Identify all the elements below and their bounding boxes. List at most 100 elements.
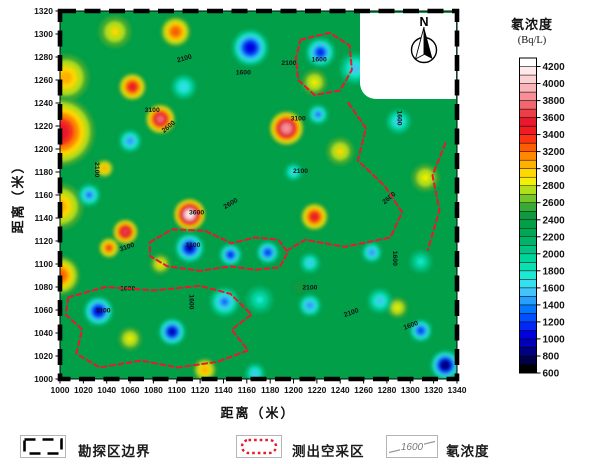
legend-swatch-box-contour: 1600 (386, 435, 438, 458)
colorbar-cell (519, 125, 537, 135)
colorbar-tick-label: 800 (543, 352, 560, 363)
colorbar-cell (519, 66, 537, 76)
contour-value-label: 2100 (293, 168, 308, 175)
contour-value-label: 2100 (176, 54, 193, 65)
x-axis-tick-label: 1260 (354, 385, 373, 395)
colorbar-cell (519, 142, 537, 152)
y-axis-tick-label: 1280 (34, 52, 53, 62)
mined-out-zone-outline (64, 284, 253, 369)
mined-out-zones-layer (64, 31, 447, 369)
contour-band (94, 307, 103, 316)
x-axis-tick-label: 1160 (238, 385, 257, 395)
y-axis-tick-label: 1240 (34, 98, 53, 108)
contour-band (394, 304, 401, 311)
contour-band (180, 83, 188, 91)
colorbar-tick-label: 1600 (543, 283, 566, 294)
colorbar-cell (519, 338, 537, 348)
contour-band (128, 83, 137, 91)
y-axis-tick-label: 1080 (34, 282, 53, 292)
contour-band (421, 173, 430, 182)
x-axis-tick-label: 1100 (168, 385, 187, 395)
colorbar-cell (519, 193, 537, 203)
x-axis-tick-label: 1240 (331, 385, 350, 395)
contour-band (106, 244, 112, 251)
contour-band (316, 48, 325, 57)
contour-band (60, 71, 73, 85)
x-axis-tick-label: 1320 (424, 385, 443, 395)
contour-band (395, 117, 403, 125)
colorbar-tick-label: 2600 (543, 198, 566, 209)
contour-band (310, 212, 319, 221)
contour-band (290, 169, 297, 175)
colorbar-tick-label: 1400 (543, 300, 566, 311)
contour-band (417, 327, 425, 334)
y-axis-tick-label: 1220 (34, 121, 53, 131)
contour-bands-layer (60, 15, 457, 379)
legend-label-contour: 氡浓度 (446, 444, 490, 459)
y-axis-tick-label: 1040 (34, 328, 53, 338)
x-axis-tick-label: 1080 (144, 385, 163, 395)
x-axis-title: 距离（米） (220, 405, 296, 421)
contour-band (315, 111, 322, 118)
contour-value-label: 1100 (186, 242, 201, 249)
y-axis-tick-label: 1020 (34, 351, 53, 361)
colorbar-tick-label: 4000 (543, 79, 566, 90)
x-axis-tick-label: 1200 (284, 385, 303, 395)
colorbar-cell (519, 100, 537, 110)
colorbar-cell (519, 313, 537, 323)
contour-value-label: 3100 (119, 242, 136, 254)
contour-value-label: 2100 (302, 284, 317, 291)
contour-band (185, 209, 195, 220)
contour-value-label: 3100 (145, 107, 160, 114)
contour-band (101, 165, 108, 172)
x-axis-tick-label: 1000 (51, 385, 70, 395)
colorbar-cell (519, 74, 537, 84)
contour-band (252, 370, 258, 377)
colorbar-tick-label: 4200 (543, 62, 566, 73)
colorbar-cell (519, 134, 537, 144)
colorbar-cell (519, 279, 537, 289)
axes: 1000 1020 1040 1060 1080 1100 1120 1140 1160 1180… (34, 6, 467, 395)
colorbar-cell (519, 236, 537, 246)
colorbar-tick-label: 3400 (543, 130, 566, 141)
contour-band (156, 114, 165, 124)
colorbar-cell (519, 330, 537, 340)
contour-value-label: 1100 (96, 307, 111, 314)
x-axis-tick-label: 1220 (307, 385, 326, 395)
colorbar-tick-label: 3600 (543, 113, 566, 124)
colorbar-cell (519, 91, 537, 101)
legend-label-mined-out: 测出空采区 (292, 444, 365, 459)
colorbar-tick-label: 1000 (543, 334, 566, 345)
colorbar-cell (519, 185, 537, 195)
contour-value-label: 1600 (312, 57, 327, 64)
colorbar-frame (519, 57, 537, 374)
boundary-swatch-icon (23, 438, 63, 455)
x-axis-tick-label: 1340 (448, 385, 467, 395)
y-axis-tick-label: 1000 (34, 374, 53, 384)
x-axis-tick-label: 1020 (74, 385, 93, 395)
contour-band (60, 122, 70, 142)
contour-band (201, 366, 209, 374)
boundary-dashed-frame (57, 8, 460, 382)
y-axis-tick-label: 1200 (34, 144, 53, 154)
contour-band (292, 279, 307, 295)
x-axis-tick-label: 1040 (97, 385, 116, 395)
y-axis-tick-label: 1160 (35, 190, 54, 200)
compass-needle-west-icon (414, 26, 425, 60)
colorbar-cell (519, 202, 537, 212)
legend-swatch-box-boundary (20, 435, 66, 458)
colorbar-cell (519, 176, 537, 186)
colorbar-cell (519, 321, 537, 331)
x-axis-tick-label: 1060 (121, 385, 140, 395)
colorbar-cell (519, 117, 537, 127)
contour-value-label: 2100 (93, 162, 100, 177)
contour-band (121, 228, 129, 236)
colorbar-cell (519, 253, 537, 263)
colorbar-cell (519, 83, 537, 93)
colorbar-units: (Bq/L) (517, 35, 547, 46)
contour-band (85, 191, 93, 199)
colorbar-cell (519, 245, 537, 255)
contour-band (110, 27, 120, 37)
